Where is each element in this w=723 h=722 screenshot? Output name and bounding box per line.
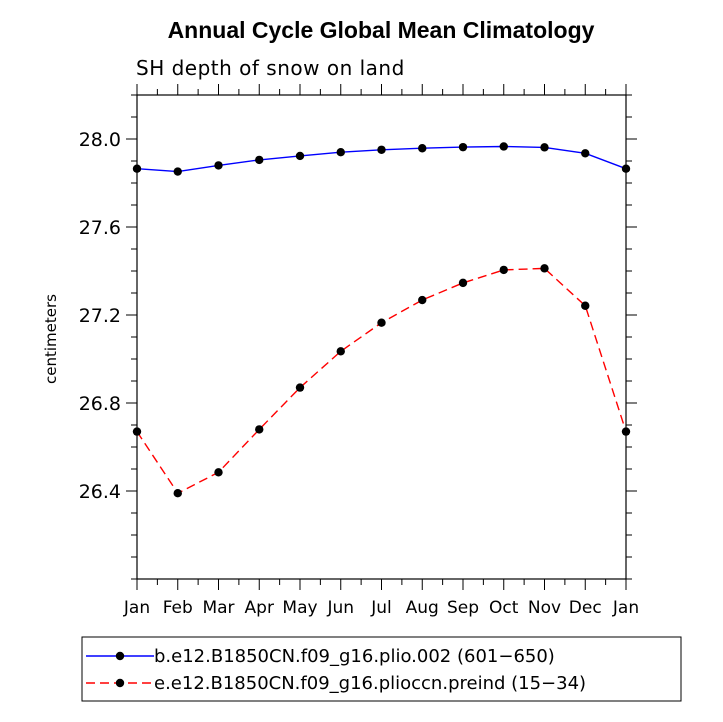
series-line-2 — [136, 267, 627, 495]
y-tick-label: 28.0 — [79, 129, 121, 151]
x-tick-label: Jun — [326, 598, 354, 618]
series-1-point — [418, 144, 427, 153]
chart-title: Annual Cycle Global Mean Climatology — [168, 17, 595, 43]
x-tick-label: Jan — [612, 598, 639, 618]
series-2-point — [540, 264, 549, 273]
series-2-point — [336, 347, 345, 356]
plot-area: Jan Feb Mar Apr May Jun Jul Aug Sep Oct Nov Dec Jan 2… — [79, 84, 639, 618]
series-1-point — [214, 161, 223, 170]
x-tick-label: Feb — [163, 598, 193, 618]
series-1-point — [132, 164, 142, 173]
series-2-point — [295, 383, 305, 392]
x-tick-label: Aug — [406, 598, 439, 618]
y-tick-label: 26.4 — [79, 481, 121, 503]
series-2-point — [621, 427, 631, 436]
series-1-point — [255, 155, 264, 165]
y-axis-label: centimeters — [42, 294, 60, 384]
x-tick-label: Apr — [245, 598, 274, 618]
x-tick-label: Dec — [569, 598, 602, 618]
legend-entry-1: b.e12.B1850CN.f09_g16.plio.002 (601−650) — [154, 646, 555, 667]
legend-entry-2: e.e12.B1850CN.f09_g16.plioccn.preind (15… — [154, 673, 586, 694]
x-tick-label: Oct — [489, 598, 519, 618]
y-tick-label: 27.6 — [79, 217, 121, 239]
series-2-point — [418, 295, 427, 305]
x-tick-label: Nov — [528, 598, 561, 618]
series-1-point — [540, 143, 549, 152]
legend-marker-1 — [115, 651, 125, 661]
series-1-point — [173, 167, 182, 176]
x-tick-label: Jul — [370, 598, 392, 618]
x-tick-label: Jan — [123, 598, 150, 618]
series-1-point — [581, 149, 590, 158]
plot-frame — [136, 94, 627, 580]
series-2-point — [255, 425, 264, 434]
chart-subtitle: SH depth of snow on land — [136, 56, 405, 80]
y-tick-label: 27.2 — [79, 305, 121, 327]
series-2-point — [377, 318, 386, 327]
series-2-point — [173, 489, 182, 498]
legend-box — [81, 636, 682, 702]
y-tick-label: 26.8 — [79, 393, 121, 415]
legend: b.e12.B1850CN.f09_g16.plio.002 (601−650)… — [81, 636, 682, 702]
series-1-point — [621, 164, 631, 173]
series-2-point — [458, 278, 468, 288]
series-2-point — [214, 468, 223, 477]
series-1-point — [336, 148, 345, 157]
series-1-point — [377, 145, 386, 154]
series-2-point — [581, 301, 590, 310]
series-1-point — [458, 142, 468, 152]
series-1-point — [295, 151, 305, 161]
series-2-point — [499, 265, 508, 275]
series-1-point — [499, 142, 508, 151]
series-2-point — [132, 427, 142, 436]
legend-marker-2 — [115, 678, 125, 688]
x-tick-label: Mar — [202, 598, 234, 618]
x-tick-label: Sep — [447, 598, 479, 618]
x-tick-label: May — [282, 598, 317, 618]
